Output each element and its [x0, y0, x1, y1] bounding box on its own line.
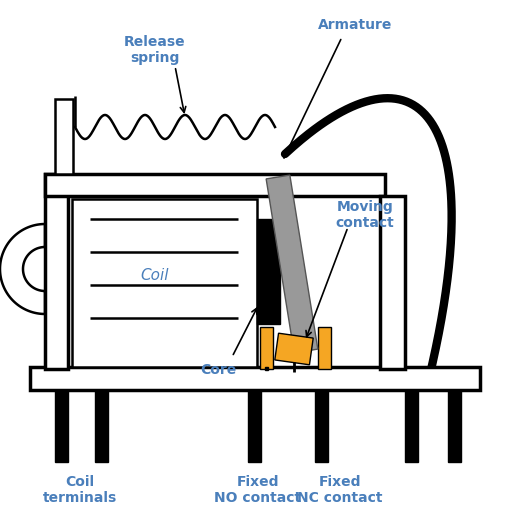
Text: Armature: Armature — [318, 18, 392, 32]
Text: Fixed
NO contact: Fixed NO contact — [214, 474, 302, 504]
Bar — [55, 100, 73, 175]
Bar — [448, 390, 461, 462]
Bar — [45, 175, 385, 196]
Bar — [257, 220, 280, 324]
Bar — [380, 196, 405, 369]
Bar — [72, 199, 257, 367]
Text: Fixed
NC contact: Fixed NC contact — [297, 474, 383, 504]
Bar — [318, 327, 331, 369]
Bar — [95, 390, 108, 462]
Text: Moving
contact: Moving contact — [336, 199, 394, 230]
Bar — [265, 367, 268, 370]
Bar — [260, 327, 273, 369]
Bar — [315, 390, 328, 462]
Bar — [30, 367, 480, 390]
Text: Core: Core — [200, 362, 236, 376]
Text: Coil
terminals: Coil terminals — [43, 474, 117, 504]
Polygon shape — [0, 225, 45, 315]
Text: Coil: Coil — [141, 267, 169, 282]
Bar — [55, 390, 68, 462]
Polygon shape — [275, 333, 313, 365]
Bar — [405, 390, 418, 462]
Bar — [248, 390, 261, 462]
Polygon shape — [266, 176, 318, 353]
Bar — [45, 175, 68, 369]
Text: Release
spring: Release spring — [124, 35, 186, 65]
